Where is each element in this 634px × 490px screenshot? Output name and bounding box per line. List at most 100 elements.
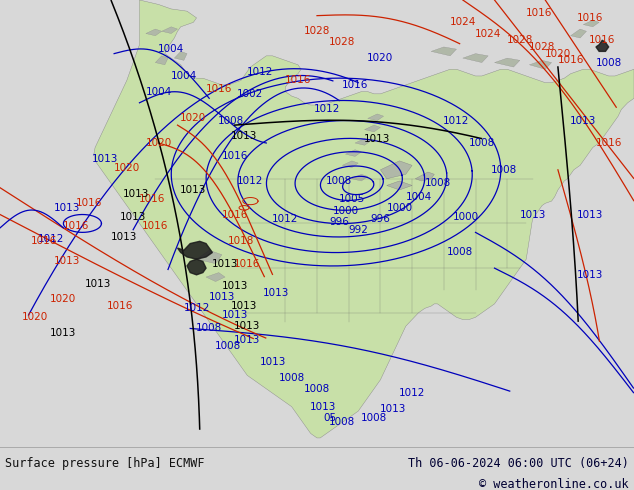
- Text: 1028: 1028: [329, 37, 356, 48]
- Polygon shape: [197, 250, 222, 264]
- Text: 1013: 1013: [364, 134, 391, 144]
- Text: 1020: 1020: [367, 53, 394, 63]
- Text: 1013: 1013: [576, 210, 603, 220]
- Text: 1008: 1008: [361, 413, 387, 423]
- Text: 1013: 1013: [123, 190, 150, 199]
- Text: 1013: 1013: [576, 270, 603, 280]
- Text: 996: 996: [370, 214, 391, 224]
- Text: 1016: 1016: [234, 259, 261, 269]
- Text: 1016: 1016: [139, 194, 165, 204]
- Polygon shape: [187, 259, 206, 275]
- Polygon shape: [463, 53, 488, 63]
- Text: 1016: 1016: [285, 75, 311, 85]
- Text: 1008: 1008: [326, 176, 353, 186]
- Text: 1013: 1013: [85, 279, 112, 289]
- Polygon shape: [346, 150, 361, 156]
- Text: 1016: 1016: [557, 55, 584, 65]
- Text: 1013: 1013: [221, 281, 248, 291]
- Polygon shape: [155, 56, 168, 65]
- Text: 1016: 1016: [75, 198, 102, 208]
- Text: 1020: 1020: [145, 138, 172, 148]
- Text: 1028: 1028: [304, 26, 330, 36]
- Polygon shape: [415, 172, 434, 181]
- Text: 1016: 1016: [107, 301, 134, 311]
- Text: 1008: 1008: [304, 384, 330, 394]
- Text: 1012: 1012: [183, 303, 210, 313]
- Text: 1016: 1016: [595, 138, 622, 148]
- Text: 1013: 1013: [53, 203, 80, 213]
- Text: 1013: 1013: [221, 310, 248, 320]
- Polygon shape: [94, 0, 634, 438]
- Text: 1016: 1016: [63, 220, 89, 231]
- Polygon shape: [387, 181, 412, 190]
- Text: 1005: 1005: [339, 194, 365, 204]
- Polygon shape: [583, 20, 599, 27]
- Text: Th 06-06-2024 06:00 UTC (06+24): Th 06-06-2024 06:00 UTC (06+24): [408, 457, 629, 470]
- Text: 1016: 1016: [221, 210, 248, 220]
- Text: 1008: 1008: [491, 165, 517, 175]
- Polygon shape: [355, 139, 371, 145]
- Text: 1013: 1013: [259, 357, 286, 367]
- Polygon shape: [529, 60, 552, 69]
- Text: 1008: 1008: [196, 323, 223, 334]
- Text: 1016: 1016: [576, 13, 603, 23]
- Text: 1013: 1013: [570, 116, 597, 125]
- Text: 1016: 1016: [526, 8, 552, 19]
- Polygon shape: [495, 58, 520, 67]
- Text: 1024: 1024: [475, 28, 501, 39]
- Text: 1004: 1004: [158, 44, 184, 54]
- Text: 1013: 1013: [120, 212, 146, 222]
- Text: 1013: 1013: [262, 288, 289, 298]
- Text: 1016: 1016: [342, 80, 368, 90]
- Polygon shape: [162, 27, 178, 33]
- Text: 1020: 1020: [113, 163, 140, 172]
- Text: 1013: 1013: [50, 328, 77, 338]
- Polygon shape: [342, 161, 358, 168]
- Polygon shape: [178, 241, 212, 259]
- Text: 1008: 1008: [424, 178, 451, 188]
- Text: 1002: 1002: [237, 89, 264, 99]
- Text: 1024: 1024: [450, 17, 476, 27]
- Text: 1013: 1013: [234, 321, 261, 331]
- Text: © weatheronline.co.uk: © weatheronline.co.uk: [479, 478, 629, 490]
- Text: 996: 996: [329, 217, 349, 227]
- Text: 1020: 1020: [50, 294, 77, 304]
- Polygon shape: [571, 29, 586, 38]
- Text: 1008: 1008: [446, 247, 473, 257]
- Polygon shape: [431, 47, 456, 56]
- Text: 1013: 1013: [209, 292, 235, 302]
- Text: 1012: 1012: [37, 234, 64, 244]
- Text: 1016: 1016: [142, 220, 169, 231]
- Text: 1012: 1012: [272, 214, 299, 224]
- Text: 1028: 1028: [529, 42, 555, 52]
- Text: 05: 05: [323, 413, 336, 423]
- Text: 1012: 1012: [313, 104, 340, 115]
- Text: 1000: 1000: [453, 212, 479, 222]
- Text: 1013: 1013: [234, 335, 261, 344]
- Polygon shape: [352, 174, 368, 181]
- Text: 1008: 1008: [469, 138, 495, 148]
- Text: 1013: 1013: [519, 210, 546, 220]
- Text: 1013: 1013: [91, 154, 118, 164]
- Text: 1004: 1004: [145, 87, 172, 97]
- Text: 1012: 1012: [247, 67, 273, 76]
- Text: 1013: 1013: [180, 185, 207, 195]
- Polygon shape: [368, 114, 384, 121]
- Text: 1008: 1008: [215, 342, 242, 351]
- Text: 1012: 1012: [237, 176, 264, 186]
- Text: 1008: 1008: [218, 116, 245, 125]
- Text: 1008: 1008: [278, 372, 305, 383]
- Text: 1008: 1008: [595, 57, 622, 68]
- Text: 1013: 1013: [380, 404, 406, 414]
- Text: 1028: 1028: [507, 35, 533, 45]
- Polygon shape: [380, 161, 412, 179]
- Text: 1020: 1020: [22, 312, 48, 322]
- Text: 1013: 1013: [231, 131, 257, 141]
- Polygon shape: [596, 40, 609, 51]
- Text: 1000: 1000: [332, 206, 359, 217]
- Text: 992: 992: [348, 225, 368, 235]
- Polygon shape: [365, 125, 380, 132]
- Text: 1018: 1018: [228, 236, 254, 246]
- Text: 1000: 1000: [386, 203, 413, 213]
- Text: 1012: 1012: [443, 116, 470, 125]
